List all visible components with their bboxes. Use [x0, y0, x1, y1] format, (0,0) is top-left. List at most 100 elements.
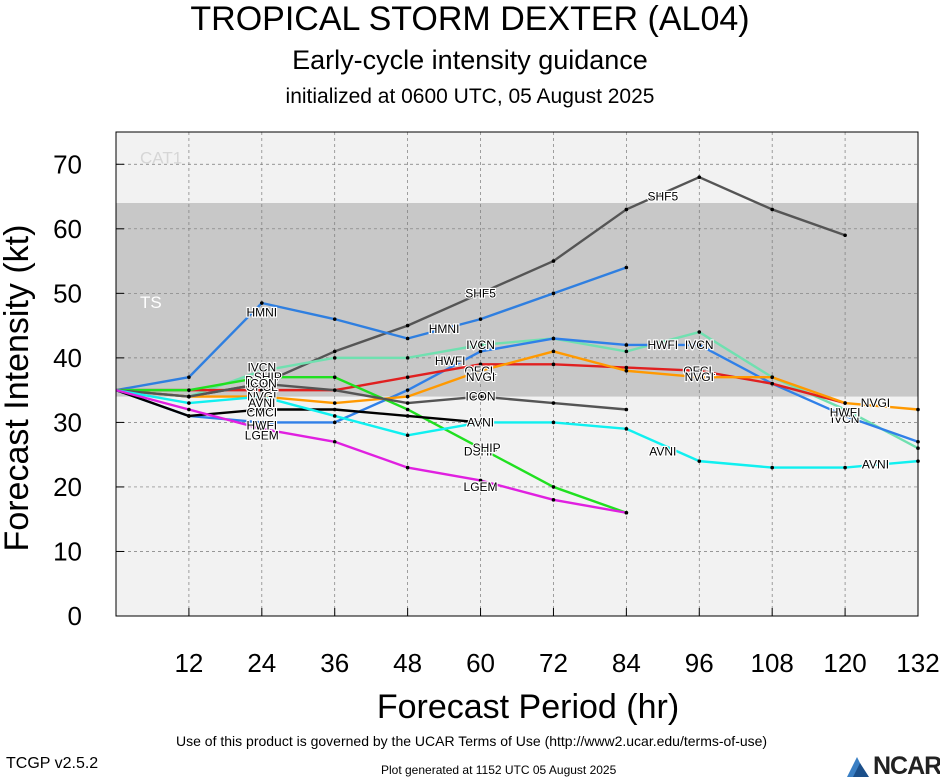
- data-point-shf5-72: [551, 259, 556, 263]
- data-point-ofcl-96: [697, 368, 702, 373]
- data-point-hmni-12: [187, 375, 191, 380]
- series-label-icon: ICON: [247, 377, 277, 391]
- series-label-shf5: SHF5: [647, 190, 678, 204]
- data-point-ofcl-24: [260, 388, 264, 392]
- data-point-shf5-36: [332, 349, 337, 354]
- data-point-nvgi-48: [405, 394, 410, 399]
- data-point-shf5-60: [478, 291, 483, 296]
- data-point-ofcl-84: [624, 365, 629, 370]
- series-label-nvgi: NVGI: [685, 370, 714, 384]
- data-point-icon-84: [624, 407, 629, 412]
- data-point-nvgi-108: [770, 375, 774, 380]
- series-label-lgem: LGEM: [464, 480, 498, 494]
- data-point-ivcn-36: [332, 356, 337, 360]
- series-label-ofcl: OFCL: [465, 364, 497, 378]
- chart-subtitle: Early-cycle intensity guidance: [292, 45, 648, 75]
- series-label-ofcl: OFCL: [246, 380, 278, 394]
- y-tick-label: 0: [68, 601, 82, 631]
- data-point-cmci-36: [332, 407, 337, 412]
- data-point-cmci-24: [260, 407, 264, 412]
- series-label-ship: SHIP: [254, 370, 282, 384]
- data-point-ofcl-108: [770, 381, 774, 386]
- ncar-logo-icon: [847, 757, 869, 777]
- x-tick-label: 84: [612, 648, 641, 678]
- ncar-logo: NCAR: [843, 752, 940, 780]
- series-line-cmci: [115, 389, 481, 424]
- data-point-avni-36: [332, 414, 337, 418]
- x-tick-label: 72: [539, 648, 568, 678]
- series-label-ship: SHIP: [473, 441, 501, 455]
- series-label-lgem: LGEM: [245, 428, 279, 442]
- x-tick-label: 108: [750, 648, 793, 678]
- data-point-icon-60: [478, 394, 483, 399]
- data-point-avni-120: [843, 465, 847, 470]
- data-point-ofcl-60: [478, 362, 483, 367]
- data-point-dshp-48: [405, 407, 410, 412]
- x-axis-label: Forecast Period (hr): [377, 688, 679, 726]
- series-line-lgem: [115, 388, 627, 514]
- data-point-avni-72: [551, 420, 556, 425]
- data-point-nvgi-120: [843, 401, 847, 405]
- data-point-lgem-72: [551, 498, 556, 502]
- y-tick-label: 20: [53, 472, 82, 502]
- series-label-cmci: CMCI: [246, 406, 277, 420]
- data-point-shf5-108: [770, 207, 774, 212]
- series-label-ivcn: IVCN: [831, 412, 860, 426]
- data-point-ivcn-96: [697, 330, 702, 334]
- data-point-nvgi-60: [478, 368, 483, 373]
- data-point-ofcl-72: [551, 362, 556, 367]
- data-point-icon-36: [332, 388, 337, 392]
- data-point-hwfi-60: [478, 349, 483, 354]
- series-label-hwfi: HWFI: [647, 338, 678, 352]
- data-point-hmni-48: [405, 336, 410, 341]
- series-label-ivcn: IVCN: [466, 338, 495, 352]
- series-label-avni: AVNI: [862, 457, 889, 471]
- version-label: TCGP v2.5.2: [6, 755, 99, 772]
- data-point-avni-12: [187, 401, 191, 405]
- data-point-icon-24: [260, 381, 264, 386]
- data-point-hwfi-96: [697, 343, 702, 347]
- data-point-lgem-36: [332, 439, 337, 444]
- chart-title: TROPICAL STORM DEXTER (AL04): [190, 0, 750, 38]
- data-point-dshp-36: [332, 375, 337, 380]
- data-point-ivcn-120: [843, 407, 847, 412]
- x-tick-label: 48: [393, 648, 422, 678]
- data-point-lgem-84: [624, 510, 629, 515]
- data-point-hwfi-48: [405, 388, 410, 392]
- data-point-avni-60: [478, 420, 483, 425]
- data-point-icon-48: [405, 401, 410, 405]
- series-line-avni: [115, 388, 919, 469]
- series-label-avni: AVNI: [248, 396, 275, 410]
- data-point-icon-12: [187, 394, 191, 399]
- series-label-shf5: SHF5: [465, 286, 496, 300]
- series-label-nvgi: NVGI: [861, 396, 890, 410]
- series-label-avni: AVNI: [467, 415, 494, 429]
- data-point-shf5-48: [405, 323, 410, 328]
- data-point-ivcn-84: [624, 349, 629, 354]
- data-point-dshp-72: [551, 485, 556, 489]
- series-label-avni: AVNI: [649, 444, 676, 458]
- x-tick-label: 36: [320, 648, 349, 678]
- data-point-nvgi-84: [624, 368, 629, 373]
- series-label-ofcl: OFCL: [683, 364, 715, 378]
- series-label-hwfi: HWFI: [830, 406, 861, 420]
- data-point-nvgi-96: [697, 375, 702, 380]
- y-tick-label: 40: [53, 343, 82, 373]
- data-point-ivcn-24: [260, 368, 264, 373]
- data-point-hmni-72: [551, 291, 556, 296]
- data-point-hwfi-84: [624, 343, 629, 347]
- band-label-ts: TS: [140, 293, 162, 312]
- band-label-cat1: CAT1: [140, 148, 182, 167]
- series-line-dshp: [116, 376, 627, 514]
- y-tick-label: 10: [53, 536, 82, 566]
- data-point-hwfi-36: [332, 420, 337, 425]
- series-label-nvgi: NVGI: [466, 370, 495, 384]
- data-point-hwfi-24: [260, 420, 264, 425]
- series-line-icon: [115, 382, 627, 411]
- data-point-icon-72: [551, 401, 556, 405]
- data-point-dshp-12: [187, 388, 191, 392]
- x-tick-label: 60: [466, 648, 495, 678]
- y-tick-label: 60: [53, 214, 82, 244]
